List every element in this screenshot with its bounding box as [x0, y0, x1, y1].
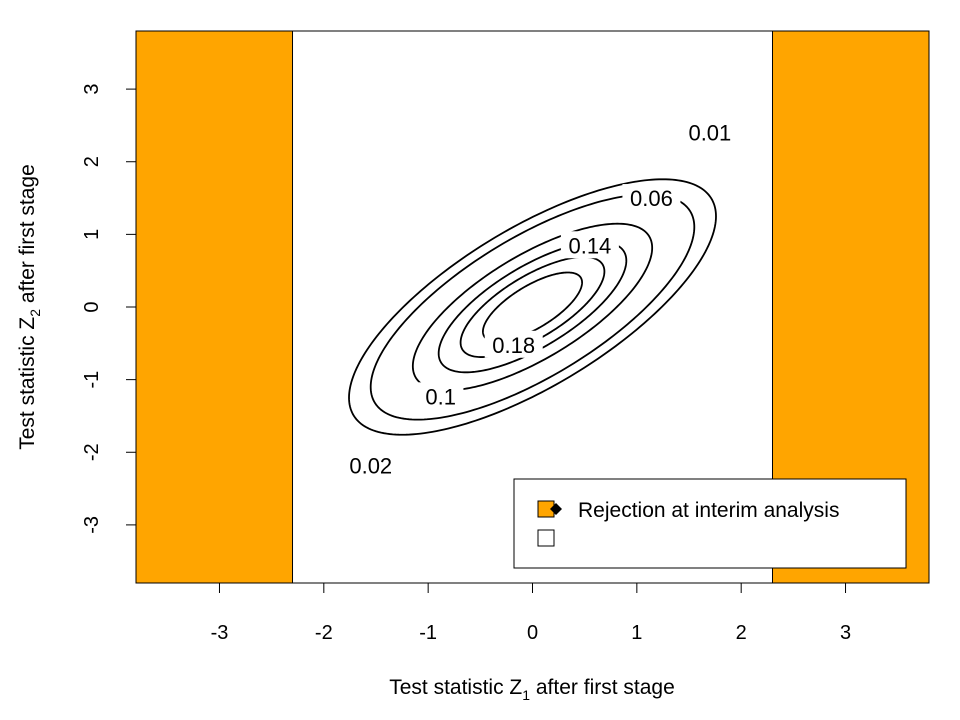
x-tick-label: -3 — [211, 622, 229, 644]
y-tick-label: 1 — [81, 229, 103, 240]
contour-label-bg — [417, 382, 464, 410]
contour-label-bg — [622, 184, 681, 212]
contour-label: 0.02 — [349, 453, 392, 478]
y-tick-label: -1 — [81, 371, 103, 389]
y-tick-label: 3 — [81, 84, 103, 95]
x-tick-label: 2 — [736, 622, 747, 644]
contour-label: 0.01 — [688, 121, 731, 146]
y-axis-title: Test statistic Z2 after first stage — [16, 164, 43, 450]
x-tick-label: 3 — [840, 622, 851, 644]
contour-label-bg — [560, 231, 619, 259]
contour-label-bg — [484, 330, 543, 358]
contour-label: 0.18 — [492, 333, 535, 358]
contour-label: 0.14 — [568, 233, 611, 258]
contour-line-0-01 — [348, 178, 717, 436]
x-axis-title: Test statistic Z1 after first stage — [389, 676, 675, 703]
y-tick-label: 0 — [81, 301, 103, 312]
legend-marker-icon — [550, 503, 562, 515]
x-tick-label: -2 — [315, 622, 333, 644]
contour-label: 0.1 — [425, 384, 456, 409]
x-tick-label: 1 — [631, 622, 642, 644]
x-tick-label: -1 — [419, 622, 437, 644]
contour-label: 0.06 — [630, 186, 673, 211]
contour-line-0-1 — [437, 240, 628, 374]
y-tick-label: -3 — [81, 516, 103, 534]
contour-labels: 0.01 0.06 0.14 0.18 0.1 0.02 — [341, 118, 739, 479]
contour-line-0-14 — [459, 256, 606, 358]
contour-lines — [348, 178, 717, 436]
contour-label-bg — [680, 118, 739, 146]
y-tick-label: -2 — [81, 443, 103, 461]
rejection-region-left — [135, 30, 294, 584]
legend-label-rejection: Rejection at interim analysis — [578, 499, 839, 522]
legend-box — [513, 478, 907, 569]
y-axis: -3 -2 -1 0 1 2 3 — [81, 84, 137, 534]
y-tick-label: 2 — [81, 156, 103, 167]
legend: Rejection at interim analysis — [513, 478, 907, 569]
x-tick-label: 0 — [527, 622, 538, 644]
contour-line-0-02 — [369, 193, 696, 421]
x-axis: -3 -2 -1 0 1 2 3 — [211, 582, 851, 644]
contour-label-bg — [341, 451, 400, 479]
legend-swatch-continuation — [537, 529, 555, 547]
